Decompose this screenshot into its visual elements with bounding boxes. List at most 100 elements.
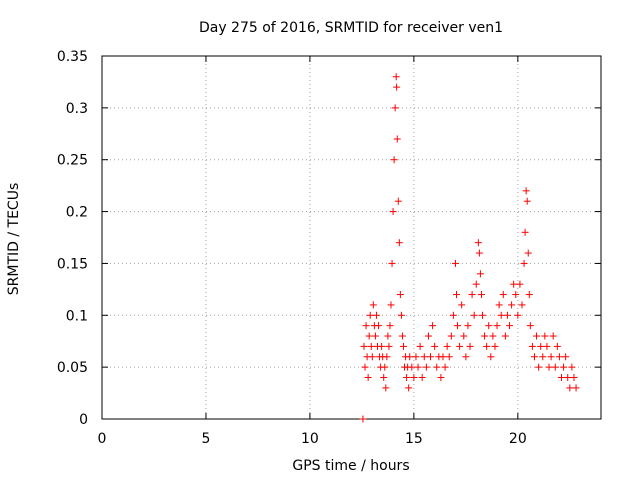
data-point	[451, 259, 459, 267]
x-tick-label: 5	[201, 431, 210, 447]
data-point	[368, 353, 376, 361]
data-point	[489, 332, 497, 340]
data-point	[545, 363, 553, 371]
data-point	[386, 322, 394, 330]
data-point	[508, 301, 516, 309]
data-point	[503, 311, 511, 319]
data-point	[537, 342, 545, 350]
data-point	[392, 73, 400, 81]
x-tick-label: 0	[98, 431, 107, 447]
data-point	[361, 363, 369, 371]
data-point	[384, 332, 392, 340]
data-point	[395, 239, 403, 247]
y-tick-label: 0.3	[66, 101, 88, 117]
x-tick-labels: 0 5 10 15 20	[98, 431, 527, 447]
data-point	[535, 363, 543, 371]
data-point	[510, 280, 518, 288]
data-point	[362, 322, 370, 330]
data-point	[427, 353, 435, 361]
data-point	[398, 332, 406, 340]
data-point	[539, 353, 547, 361]
data-point	[424, 332, 432, 340]
data-point	[393, 135, 401, 143]
data-point	[445, 353, 453, 361]
data-point	[447, 332, 455, 340]
data-point	[385, 342, 393, 350]
data-point	[369, 301, 377, 309]
data-point	[418, 374, 426, 382]
data-point	[506, 322, 514, 330]
data-point	[516, 280, 524, 288]
data-point	[393, 83, 401, 91]
data-point	[399, 342, 407, 350]
data-point	[394, 197, 402, 205]
y-tick-label: 0.05	[57, 360, 88, 376]
data-point	[525, 291, 533, 299]
data-point	[522, 187, 530, 195]
data-point	[553, 342, 561, 350]
data-point	[524, 249, 532, 257]
data-point	[493, 322, 501, 330]
data-point	[441, 363, 449, 371]
data-point	[414, 363, 422, 371]
data-point	[382, 384, 390, 392]
x-tick-label: 10	[301, 431, 319, 447]
data-point	[485, 322, 493, 330]
data-point	[562, 353, 570, 361]
y-tick-label: 0.25	[57, 153, 88, 169]
data-point	[512, 291, 520, 299]
data-point	[466, 342, 474, 350]
data-point	[449, 311, 457, 319]
data-point	[454, 322, 462, 330]
data-point	[547, 353, 555, 361]
data-point	[521, 228, 529, 236]
data-point	[541, 332, 549, 340]
data-point	[468, 291, 476, 299]
data-point	[497, 311, 505, 319]
data-point	[371, 332, 379, 340]
data-point	[429, 322, 437, 330]
data-point	[367, 342, 375, 350]
data-point	[530, 353, 538, 361]
data-point	[456, 342, 464, 350]
y-tick-label: 0	[79, 412, 88, 428]
data-point	[364, 374, 372, 382]
data-point	[533, 332, 541, 340]
data-point	[526, 322, 534, 330]
data-point	[474, 239, 482, 247]
data-point	[412, 353, 420, 361]
data-point	[422, 363, 430, 371]
data-point	[572, 384, 580, 392]
data-point	[391, 104, 399, 112]
y-tick-label: 0.15	[57, 256, 88, 272]
data-point	[543, 342, 551, 350]
data-point	[555, 353, 563, 361]
data-point	[405, 384, 413, 392]
data-point	[366, 311, 374, 319]
data-point	[397, 311, 405, 319]
data-point	[410, 374, 418, 382]
data-point	[464, 322, 472, 330]
data-point	[523, 197, 531, 205]
data-point	[549, 332, 557, 340]
data-point	[389, 208, 397, 216]
data-point	[443, 342, 451, 350]
data-point	[375, 322, 383, 330]
data-point	[483, 342, 491, 350]
grid-lines	[102, 56, 601, 419]
data-point	[365, 332, 373, 340]
data-point	[478, 311, 486, 319]
data-point	[380, 374, 388, 382]
data-point	[396, 291, 404, 299]
data-point	[458, 301, 466, 309]
data-point	[460, 332, 468, 340]
data-point	[476, 270, 484, 278]
x-tick-label: 20	[509, 431, 527, 447]
y-tick-label: 0.2	[66, 205, 88, 221]
data-point	[499, 291, 507, 299]
data-point	[437, 374, 445, 382]
data-point	[390, 156, 398, 164]
data-point	[475, 249, 483, 257]
y-tick-labels: 0 0.05 0.1 0.15 0.2 0.25 0.3 0.35	[57, 49, 88, 428]
data-point	[388, 259, 396, 267]
